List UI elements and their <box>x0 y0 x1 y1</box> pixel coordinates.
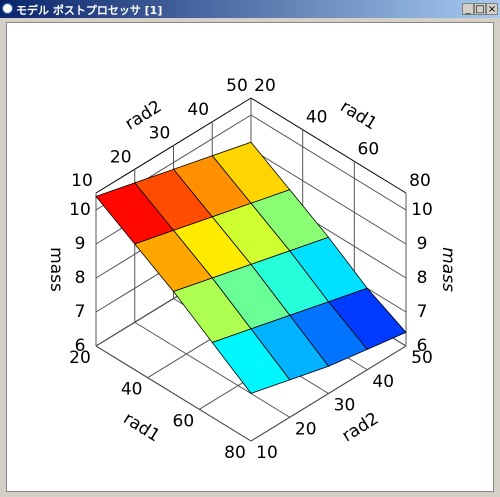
z-tick-label: 6 <box>417 336 428 356</box>
z-tick-label: 10 <box>411 200 433 220</box>
x-tick-label: 80 <box>409 171 431 191</box>
x-axis-title: rad1 <box>120 409 164 447</box>
app-icon <box>2 3 13 14</box>
z-tick-label: 6 <box>75 336 86 356</box>
z-tick-label: 7 <box>417 302 428 322</box>
close-button[interactable]: × <box>486 3 498 15</box>
x-tick-label: 20 <box>254 76 276 96</box>
grid-line <box>250 114 407 211</box>
maximize-button[interactable]: □ <box>474 3 486 15</box>
y-tick-label: 40 <box>372 372 394 392</box>
box-edge <box>250 97 407 194</box>
y-tick-label: 20 <box>295 419 317 439</box>
chart: 6 6 7 7 8 8 9 9 10 10 20 20 40 40 60 60 80 80 10 10 20 20 30 30… <box>46 76 458 463</box>
y-tick-label: 10 <box>71 171 93 191</box>
x-tick-label: 60 <box>358 139 380 159</box>
z-tick-label: 8 <box>75 268 86 288</box>
x-tick-label: 80 <box>224 443 246 463</box>
minimize-button[interactable]: _ <box>462 3 474 15</box>
z-axis-title: mass <box>438 247 458 292</box>
y-tick-label: 50 <box>226 76 248 96</box>
window-title: モデル ポストプロセッサ [1] <box>16 4 163 17</box>
z-tick-label: 8 <box>417 268 428 288</box>
z-tick-label: 9 <box>75 234 86 254</box>
y-tick-label: 40 <box>187 100 209 120</box>
y-tick-label: 20 <box>110 147 132 167</box>
grid-line <box>250 148 407 245</box>
title-bar: モデル ポストプロセッサ [1] _ □ × <box>0 0 500 18</box>
y-tick-label: 10 <box>256 443 278 463</box>
grid-line <box>95 345 252 442</box>
grid-line <box>134 321 291 418</box>
z-tick-label: 10 <box>69 200 91 220</box>
y-tick-label: 30 <box>334 396 356 416</box>
z-tick-label: 9 <box>417 234 428 254</box>
x-tick-label: 60 <box>173 411 195 431</box>
surface-patch <box>211 328 291 394</box>
x-tick-label: 20 <box>69 348 91 368</box>
y-tick-label: 30 <box>149 124 171 144</box>
y-tick-label: 50 <box>411 348 433 368</box>
plot-area: 6 6 7 7 8 8 9 9 10 10 20 20 40 40 60 60 80 80 10 10 20 20 30 30… <box>6 22 494 492</box>
z-axis-title: mass <box>46 247 66 292</box>
x-axis-title: rad1 <box>337 97 381 135</box>
z-tick-label: 7 <box>75 302 86 322</box>
x-tick-label: 40 <box>121 380 143 400</box>
x-tick-label: 40 <box>306 108 328 128</box>
